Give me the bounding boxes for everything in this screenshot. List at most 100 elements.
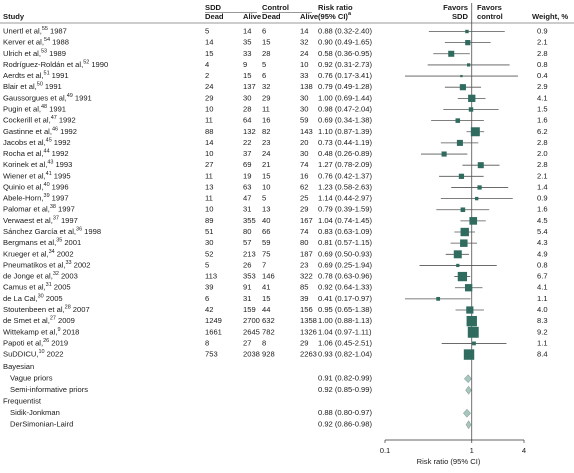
sdd-alive: 28 xyxy=(243,104,251,113)
study-name: Pneumatikos et al,33 2002 xyxy=(3,260,91,269)
sdd-dead: 8 xyxy=(205,338,209,347)
sdd-alive: 22 xyxy=(243,138,251,147)
sdd-alive: 2645 xyxy=(243,327,260,336)
risk-ratio-ci: 0.73 (0.44-1.19) xyxy=(318,138,373,147)
header-text: Control xyxy=(262,3,289,12)
study-author: Gastinne et al, xyxy=(3,127,52,136)
risk-ratio-ci: 0.92 (0.64-1.33) xyxy=(318,283,373,292)
study-year: 1997 xyxy=(52,194,69,203)
weight: 2.1 xyxy=(537,38,548,47)
weight: 2.1 xyxy=(537,171,548,180)
risk-ratio-ci: 1.23 (0.58-2.63) xyxy=(318,182,373,191)
control-alive: 2263 xyxy=(300,350,317,359)
study-year: 1992 xyxy=(54,138,71,147)
risk-ratio-ci: 1.04 (0.74-1.45) xyxy=(318,216,373,225)
weight: 6.2 xyxy=(537,127,548,136)
header-text: SDD xyxy=(205,3,222,12)
study-year: 1997 xyxy=(61,216,78,225)
control-alive: 30 xyxy=(300,93,308,102)
study-author: Kerver et al, xyxy=(3,38,44,47)
study-year: 1991 xyxy=(49,104,66,113)
header-text: control xyxy=(477,12,503,21)
control-alive: 85 xyxy=(300,283,308,292)
sdd-dead: 27 xyxy=(205,160,213,169)
study-year: 1987 xyxy=(50,27,67,36)
weight: 2.8 xyxy=(537,138,548,147)
study-name: Jacobs et al,45 1992 xyxy=(3,138,71,147)
study-estimate xyxy=(460,227,469,237)
weight: 2.0 xyxy=(537,149,548,158)
sdd-dead: 10 xyxy=(205,149,213,158)
weight: 6.7 xyxy=(537,272,548,281)
sdd-dead: 13 xyxy=(205,182,213,191)
study-estimate xyxy=(465,40,471,46)
weight: 1.4 xyxy=(537,182,548,191)
risk-ratio-ci: 0.88 (0.80-0.97) xyxy=(318,408,373,417)
control-alive: 62 xyxy=(300,182,308,191)
control-alive: 322 xyxy=(300,272,313,281)
sdd-dead: 11 xyxy=(205,194,213,203)
control-dead: 5 xyxy=(262,194,266,203)
study-year: 1992 xyxy=(59,116,76,125)
study-estimate xyxy=(468,94,476,102)
risk-ratio-ci: 0.79 (0.39-1.59) xyxy=(318,205,373,214)
study-year: 2009 xyxy=(58,316,75,325)
sdd-alive: 47 xyxy=(243,194,251,203)
control-dead: 15 xyxy=(262,38,270,47)
study-name: Quinio et al,40 1996 xyxy=(3,182,69,191)
header-text: Risk ratio xyxy=(318,3,353,12)
risk-ratio-ci: 0.81 (0.57-1.15) xyxy=(318,238,373,247)
study-author: Rocha et al, xyxy=(3,149,44,158)
risk-ratio-ci: 1.00 (0.88-1.13) xyxy=(318,316,373,325)
control-alive: 20 xyxy=(300,138,308,147)
study-year: 2022 xyxy=(47,350,64,359)
weight: 1.5 xyxy=(537,104,548,113)
header-text: Alive xyxy=(243,12,261,21)
pooled-name: Semi-informative priors xyxy=(10,385,88,394)
study-name: Wiener et al,41 1995 xyxy=(3,171,71,180)
pooled-name: Sidik-Jonkman xyxy=(10,408,60,417)
sdd-dead: 11 xyxy=(205,171,213,180)
study-ref: 43 xyxy=(47,160,53,166)
study-estimate xyxy=(472,341,476,346)
study-ref: 30 xyxy=(38,294,44,300)
weight: 1.1 xyxy=(537,294,548,303)
study-ref: 53 xyxy=(41,49,47,55)
study-name: Verwaest et al,37 1997 xyxy=(3,216,78,225)
weight: 9.2 xyxy=(537,327,548,336)
study-year: 1990 xyxy=(91,60,108,69)
weight: 8.4 xyxy=(537,350,548,359)
control-dead: 6 xyxy=(262,27,266,36)
study-estimate xyxy=(456,139,463,146)
study-author: Stoutenbeen et al, xyxy=(3,305,65,314)
control-alive: 32 xyxy=(300,38,308,47)
study-name: Papoti et al,26 2019 xyxy=(3,338,68,347)
control-dead: 146 xyxy=(262,272,275,281)
study-estimate xyxy=(460,239,468,247)
study-year: 1991 xyxy=(45,82,62,91)
sdd-alive: 35 xyxy=(243,38,251,47)
risk-ratio-ci: 1.14 (0.44-2.97) xyxy=(318,194,373,203)
study-estimate xyxy=(448,50,455,57)
study-author: Papoti et al, xyxy=(3,338,43,347)
pooled-estimate xyxy=(465,420,472,430)
control-dead: 29 xyxy=(262,93,270,102)
sdd-alive: 27 xyxy=(243,338,251,347)
sdd-alive: 33 xyxy=(243,49,251,58)
sdd-dead: 753 xyxy=(205,350,218,359)
study-name: Krueger et al,34 2002 xyxy=(3,249,74,258)
study-ref: 48 xyxy=(41,104,47,110)
study-name: Cockerill et al,47 1992 xyxy=(3,116,76,125)
study-estimate xyxy=(458,173,465,179)
risk-ratio-ci: 0.98 (0.47-2.04) xyxy=(318,104,373,113)
control-alive: 39 xyxy=(300,294,308,303)
sdd-dead: 89 xyxy=(205,216,213,225)
sdd-dead: 113 xyxy=(205,272,217,281)
weight: 2.8 xyxy=(537,49,548,58)
header-text: SDD xyxy=(452,12,469,21)
sdd-alive: 2038 xyxy=(243,350,260,359)
study-ref: 38 xyxy=(50,205,56,211)
study-author: Camus et al, xyxy=(3,283,46,292)
weight: 1.6 xyxy=(537,205,548,214)
